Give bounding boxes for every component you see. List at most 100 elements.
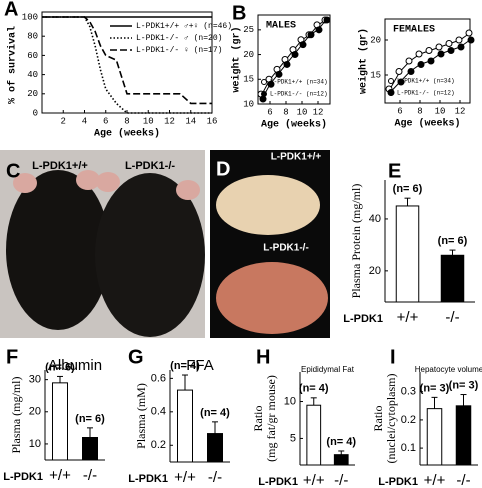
bar — [306, 404, 322, 466]
x-tick-label: 8 — [124, 116, 129, 126]
x-tick-label: 10 — [297, 107, 308, 117]
y-tick-label: 20 — [29, 406, 41, 418]
legend-label: L-PDK1+/+ (n=34) — [397, 78, 455, 85]
y-tick-label: 20 — [243, 50, 254, 60]
y-tick-label: 0.2 — [401, 414, 416, 426]
point — [435, 43, 443, 51]
y-tick-label: 40 — [27, 70, 38, 80]
x-tick-label: 2 — [61, 116, 66, 126]
bar — [426, 408, 443, 466]
y-axis-label: (nuclei/cytoplasm) — [384, 374, 398, 464]
point — [427, 57, 435, 65]
point — [457, 43, 465, 51]
bar-annotation: (n= 6) — [75, 413, 105, 425]
point — [315, 26, 323, 34]
y-tick-label: 10 — [284, 395, 296, 407]
chart-title: MALES — [266, 21, 296, 32]
x-axis-label: L-PDK1 — [258, 476, 298, 488]
bar-annotation: (n= 4) — [326, 436, 356, 448]
point — [397, 78, 405, 86]
y-axis-label: (mg fat/gr mouse) — [264, 375, 278, 462]
x-tick-label: 6 — [267, 107, 272, 117]
photo-label: L-PDK1-/- — [125, 160, 175, 172]
legend-swatch — [388, 90, 394, 96]
point — [291, 51, 299, 59]
y-tick-label: 30 — [29, 374, 41, 386]
x-tick-label: +/+ — [424, 472, 446, 488]
y-axis-label: weight (gr) — [231, 26, 243, 92]
x-tick-label: 4 — [82, 116, 87, 126]
y-axis-label: Plasma (mg/ml) — [9, 377, 23, 454]
chart-title: Albumin — [48, 357, 102, 374]
x-tick-label: 12 — [164, 116, 175, 126]
y-tick-label: 20 — [369, 265, 381, 277]
panel-letter: A — [4, 0, 18, 20]
bar-annotation: (n= 3) — [449, 379, 479, 391]
y-axis-label: Plasma (mM) — [134, 383, 148, 449]
x-tick-label: -/- — [83, 467, 97, 484]
y-tick-label: 15 — [370, 70, 381, 80]
bar — [395, 205, 420, 303]
x-axis-label: L-PDK1 — [3, 471, 43, 483]
point — [407, 68, 415, 75]
x-tick-label: +/+ — [174, 469, 196, 486]
point — [445, 40, 453, 47]
panel-letter: G — [128, 346, 144, 368]
x-tick-label: 12 — [313, 107, 324, 117]
legend-label: L-PDK1-/- ♂ (n=20) — [136, 34, 222, 43]
bar-annotation: (n= 4) — [299, 383, 329, 395]
bar-annotation: (n= 4) — [200, 407, 230, 419]
x-tick-label: +/+ — [397, 309, 419, 326]
bar — [207, 433, 223, 463]
x-tick-label: -/- — [208, 469, 222, 486]
photo-label: L-PDK1+/+ — [271, 152, 322, 163]
x-tick-label: 16 — [207, 116, 218, 126]
bar-annotation: (n= 3) — [420, 382, 450, 394]
bar — [455, 405, 472, 466]
y-axis-label: % of survival — [7, 26, 19, 104]
series-line — [42, 16, 212, 114]
plot-frame — [384, 18, 471, 104]
legend-label: L-PDK1+/+ (n=34) — [270, 79, 328, 86]
bar — [177, 389, 193, 463]
bar — [82, 437, 98, 461]
point — [267, 80, 275, 88]
x-axis-label: L-PDK1 — [343, 313, 383, 325]
plot-frame — [257, 14, 331, 105]
point — [307, 31, 315, 39]
x-axis-label: L-PDK1 — [378, 476, 418, 488]
photo-label: L-PDK1+/+ — [32, 160, 88, 172]
point — [417, 61, 425, 68]
point — [437, 50, 445, 58]
x-tick-label: 10 — [143, 116, 154, 126]
chart-title: FFA — [186, 357, 214, 374]
photo-label: L-PDK1-/- — [263, 243, 309, 254]
y-tick-label: 5 — [290, 432, 296, 444]
legend-label: L-PDK1+/+ ♂+♀ (n=46) — [136, 22, 232, 31]
point — [447, 47, 455, 54]
y-tick-label: 10 — [29, 438, 41, 450]
y-tick-label: 0 — [33, 108, 38, 118]
point — [299, 41, 307, 49]
bar — [333, 454, 349, 466]
bar-annotation: (n= 6) — [393, 183, 423, 195]
panel-letter: H — [256, 346, 270, 368]
point — [455, 36, 463, 44]
x-tick-label: 8 — [283, 107, 288, 117]
panel-letter: C — [6, 160, 20, 182]
point — [415, 50, 423, 58]
photo-mice — [0, 150, 205, 338]
panel-letter: E — [388, 160, 401, 182]
x-tick-label: -/- — [445, 309, 459, 326]
y-tick-label: 0.1 — [401, 442, 416, 454]
legend-label: L-PDK1-/- (n=12) — [270, 91, 328, 98]
x-tick-label: 6 — [397, 106, 402, 116]
y-tick-label: 40 — [369, 213, 381, 225]
point — [259, 95, 267, 103]
point — [405, 57, 413, 65]
x-axis-label: Age (weeks) — [94, 128, 160, 140]
bar-annotation: (n= 6) — [438, 235, 468, 247]
x-tick-label: 10 — [435, 106, 446, 116]
legend-label: L-PDK1-/- ♀ (n=17) — [136, 46, 222, 55]
panel-letter: I — [390, 346, 396, 368]
